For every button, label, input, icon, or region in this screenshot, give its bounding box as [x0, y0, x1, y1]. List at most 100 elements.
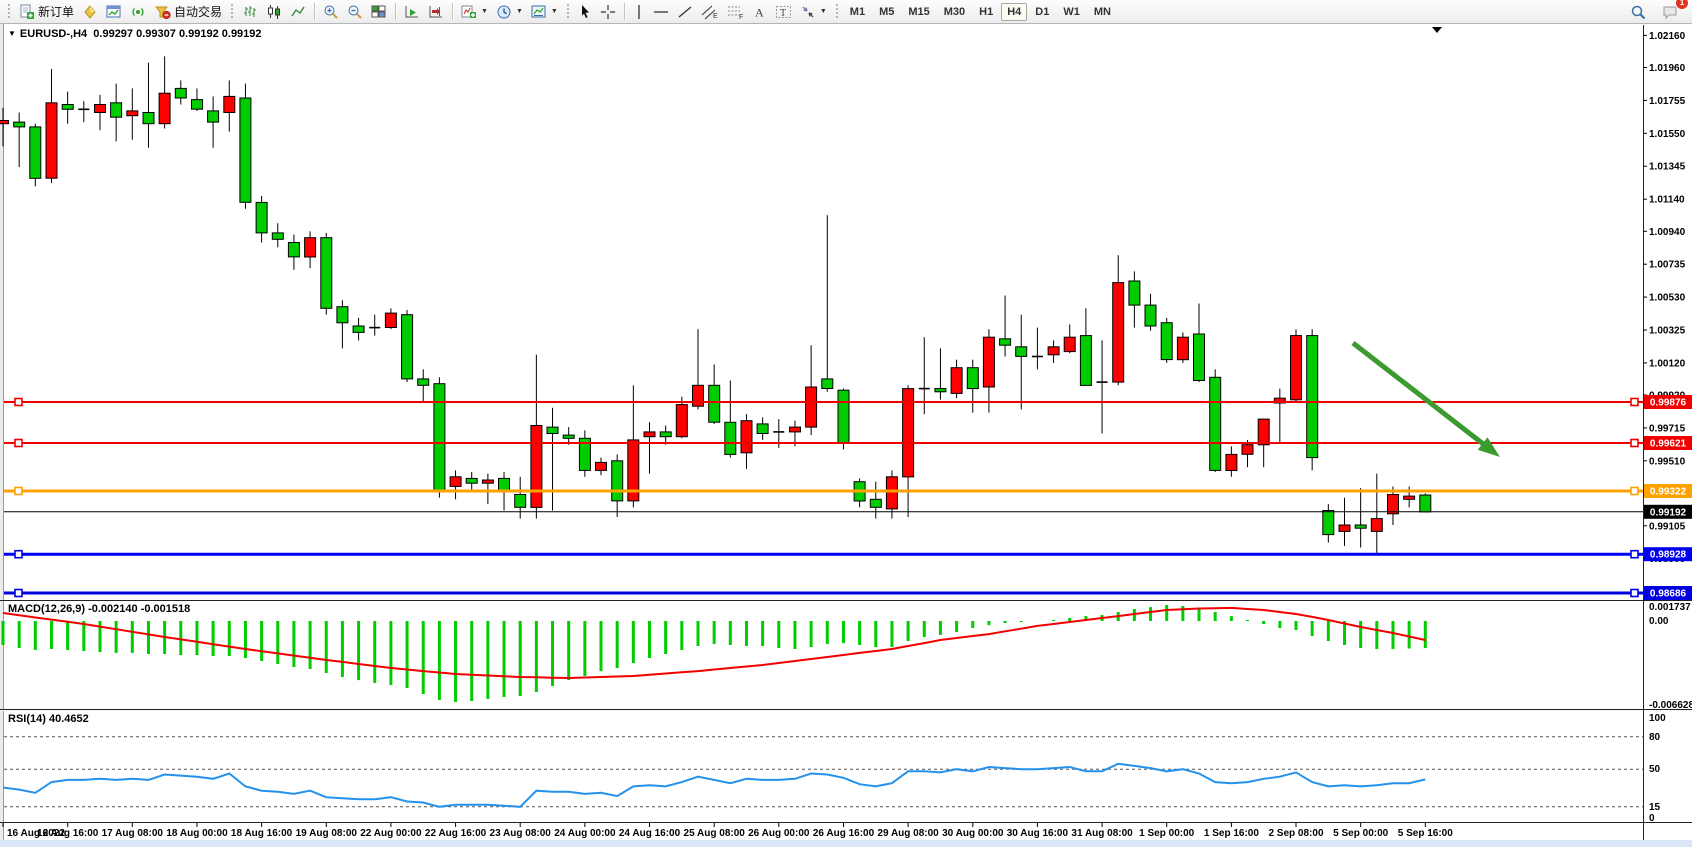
periods-button[interactable]: ▼: [492, 0, 527, 24]
signal-icon: [132, 7, 144, 16]
candlestick-chart-icon: [268, 4, 281, 19]
rsi-axis-label: 80: [1649, 732, 1661, 743]
candle: [869, 481, 882, 519]
candle: [1225, 446, 1238, 477]
signals-button[interactable]: [126, 0, 150, 24]
candle: [1128, 271, 1141, 328]
notifications-button[interactable]: 1: [1658, 0, 1689, 24]
market-watch-button[interactable]: [102, 0, 126, 24]
tab-timeframe-w1[interactable]: W1: [1063, 5, 1080, 18]
trendline-icon: [678, 6, 692, 17]
candle: [546, 407, 559, 511]
time-axis[interactable]: [4, 822, 1643, 840]
price-axis-tick: 1.01140: [1649, 195, 1685, 206]
hline-0.99876[interactable]: [4, 397, 1643, 407]
tab-timeframe-mn[interactable]: MN: [1093, 5, 1111, 18]
rsi-panel[interactable]: [4, 711, 1643, 822]
bar-chart-button[interactable]: [238, 0, 262, 24]
rsi-label: RSI(14) 40.4652: [8, 713, 89, 725]
tab-timeframe-m1[interactable]: M1: [849, 5, 866, 18]
zoom-in-icon: [324, 5, 338, 19]
fibonacci-button[interactable]: F: [723, 0, 749, 24]
candle: [1144, 293, 1157, 331]
indicators-button[interactable]: ▼: [457, 0, 492, 24]
time-axis-label: 31 Aug 08:00: [1071, 828, 1133, 839]
chart-window-icon: [106, 5, 121, 17]
tab-timeframe-h4[interactable]: H4: [1001, 2, 1028, 21]
candle: [1079, 308, 1092, 386]
zoom-in-button[interactable]: [319, 0, 343, 24]
tile-windows-button[interactable]: [367, 0, 391, 24]
indicators-icon: [461, 5, 477, 18]
auto-scroll-button[interactable]: [400, 0, 424, 24]
tile-windows-icon: [371, 5, 386, 17]
horizontal-line-button[interactable]: [649, 0, 673, 24]
macd-panel[interactable]: [4, 601, 1643, 709]
rsi-axis-label: 100: [1649, 713, 1666, 724]
horizontal-line-icon: [653, 10, 668, 13]
tab-timeframe-h1[interactable]: H1: [979, 5, 994, 18]
toolbar-grip: [565, 3, 570, 20]
vertical-line-button[interactable]: [629, 0, 649, 24]
candle: [94, 94, 106, 131]
arrows-button[interactable]: ▼: [796, 0, 831, 24]
equidistant-channel-button[interactable]: E: [697, 0, 723, 24]
line-chart-button[interactable]: [286, 0, 310, 24]
search-button[interactable]: [1626, 0, 1650, 24]
template-icon: [531, 5, 546, 17]
text-button[interactable]: A: [749, 0, 771, 24]
candle: [13, 112, 26, 168]
tab-timeframe-m15[interactable]: M15: [908, 5, 930, 18]
chevron-down-icon: ▼: [550, 8, 558, 15]
auto-scroll-icon: [405, 5, 419, 17]
hline-0.98686[interactable]: [4, 588, 1643, 598]
tab-timeframe-d1[interactable]: D1: [1035, 5, 1050, 18]
candle: [578, 430, 591, 477]
tab-timeframe-m5[interactable]: M5: [879, 5, 895, 18]
rsi-name: RSI(14): [8, 713, 46, 725]
gold-button[interactable]: [78, 0, 102, 24]
candle: [643, 422, 656, 474]
candle: [417, 369, 430, 402]
trendline-button[interactable]: [673, 0, 697, 24]
candle: [158, 56, 171, 129]
hline-0.99322[interactable]: [4, 486, 1643, 496]
time-axis-label: 22 Aug 00:00: [360, 828, 422, 839]
candle: [481, 473, 494, 505]
zoom-out-button[interactable]: [343, 0, 367, 24]
tab-timeframe-m30[interactable]: M30: [943, 5, 966, 18]
candle: [659, 425, 672, 445]
ohlc-close: 0.99192: [221, 28, 262, 40]
candle: [934, 348, 947, 400]
time-axis-label: 5 Sep 16:00: [1398, 828, 1453, 839]
auto-trading-button[interactable]: 自动交易: [150, 0, 226, 24]
price-axis-tick: 1.01960: [1649, 63, 1686, 74]
ohlc-low: 0.99192: [178, 28, 219, 40]
candlestick-chart-button[interactable]: [262, 0, 286, 24]
macd-axis-label: 0.00: [1649, 616, 1669, 627]
candle: [1176, 332, 1189, 363]
chart-shift-marker[interactable]: [1432, 27, 1442, 33]
price-axis[interactable]: [1643, 25, 1692, 822]
chart-shift-button[interactable]: [424, 0, 448, 24]
main-chart-panel[interactable]: [4, 25, 1643, 600]
candle: [0, 107, 9, 147]
text-label-button[interactable]: T: [771, 0, 796, 24]
arrows-icon: [802, 6, 814, 17]
auto-trading-label: 自动交易: [174, 5, 223, 19]
templates-button[interactable]: ▼: [527, 0, 562, 24]
chart-header: ▼ EURUSD-,H4 0.99297 0.99307 0.99192 0.99…: [8, 28, 262, 40]
symbol-dropdown-icon[interactable]: ▼: [8, 29, 16, 38]
price-axis-tick: 1.00940: [1649, 227, 1686, 238]
candle: [45, 69, 58, 184]
candle: [1031, 327, 1043, 370]
candle: [352, 317, 365, 341]
candle: [126, 88, 139, 140]
cursor-button[interactable]: [574, 0, 596, 24]
hline-0.98928[interactable]: [4, 549, 1643, 559]
new-order-button[interactable]: 新订单: [15, 0, 78, 24]
candle: [950, 359, 963, 399]
crosshair-button[interactable]: [596, 0, 620, 24]
hline-0.99621[interactable]: [4, 438, 1643, 448]
trend-arrow-line[interactable]: [1351, 341, 1491, 451]
